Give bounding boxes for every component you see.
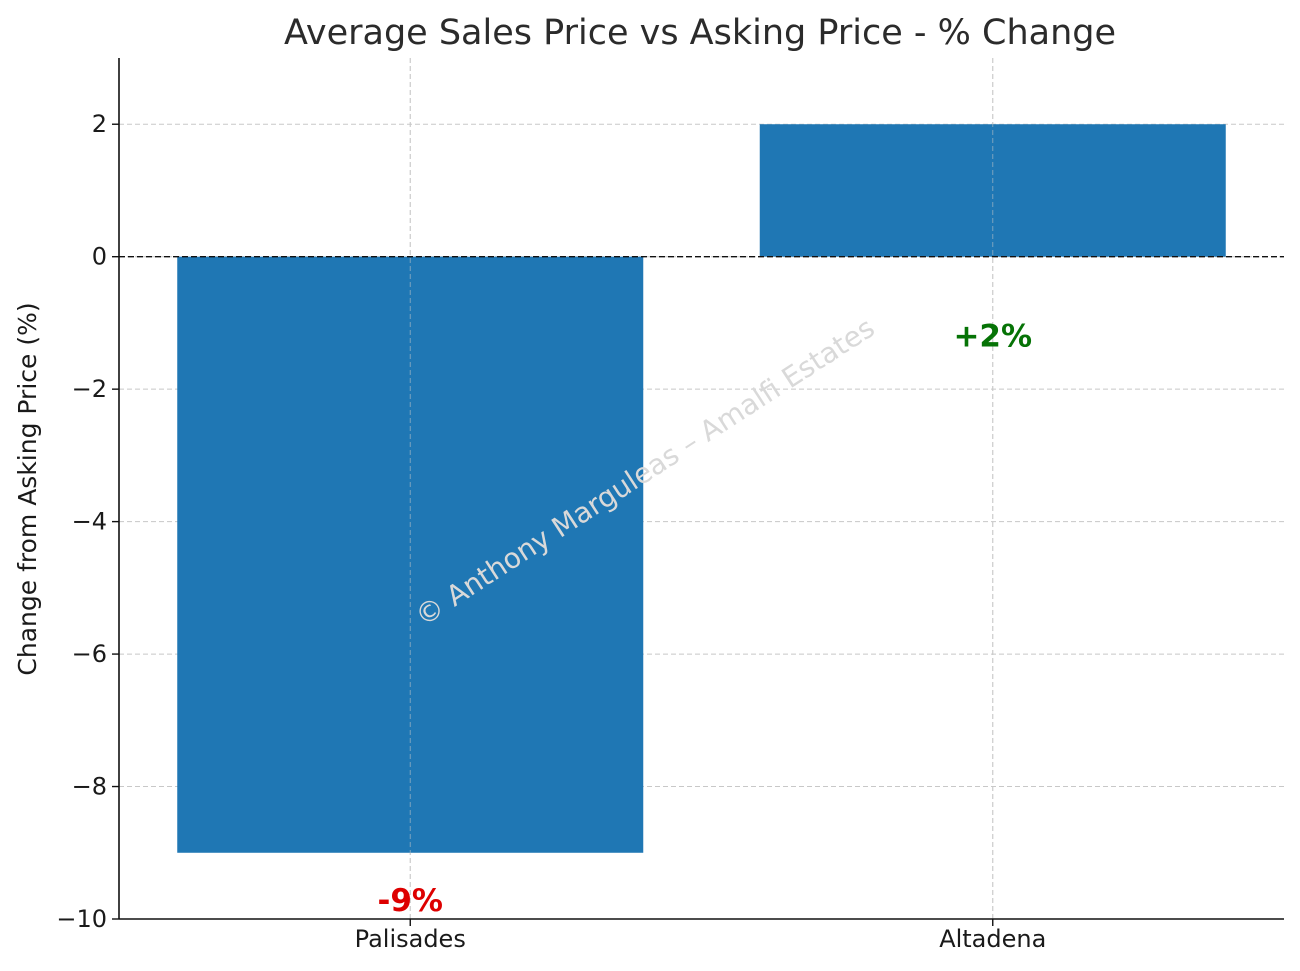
y-tick-label: −2 [72, 375, 107, 403]
chart-title: Average Sales Price vs Asking Price - % … [284, 13, 1116, 53]
x-tick-label-altadena: Altadena [939, 925, 1046, 953]
y-tick-label: −4 [72, 508, 107, 536]
y-ticks: 2 0 −2 −4 −6 −8 −10 [56, 110, 119, 933]
y-tick-label: 2 [92, 110, 107, 138]
bars [177, 58, 1226, 919]
y-tick-label: 0 [92, 243, 107, 271]
y-tick-label: −6 [72, 640, 107, 668]
y-tick-label: −10 [56, 905, 107, 933]
x-ticks: Palisades Altadena [355, 919, 1046, 953]
y-tick-label: −8 [72, 773, 107, 801]
data-label-altadena: +2% [953, 319, 1032, 355]
axes [118, 58, 1284, 920]
data-label-palisades: -9% [378, 883, 444, 919]
x-tick-label-palisades: Palisades [355, 925, 466, 953]
y-axis-label: Change from Asking Price (%) [13, 302, 42, 675]
data-labels: -9% +2% [378, 319, 1033, 919]
